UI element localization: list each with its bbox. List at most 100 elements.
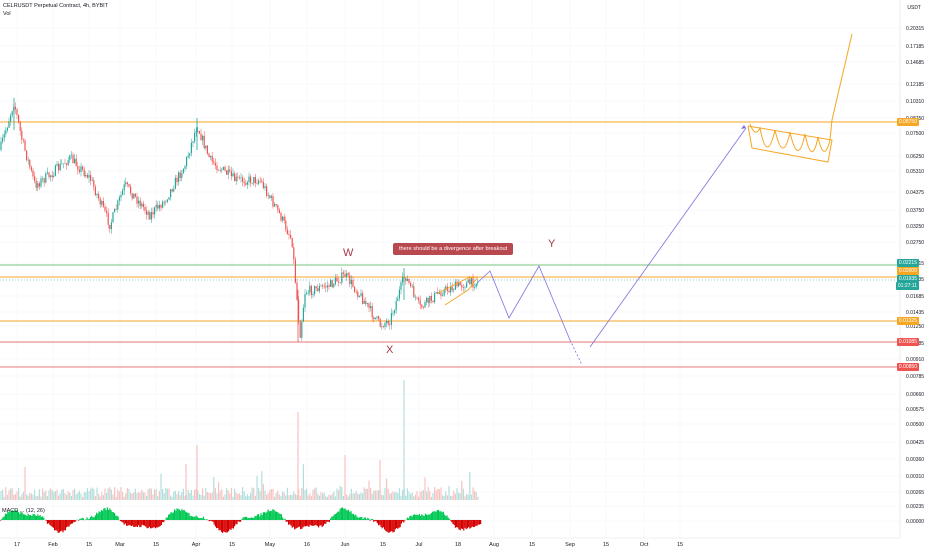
candle-body [285, 220, 287, 230]
price-tick-label: 0.00235 [906, 504, 924, 510]
candle-body [230, 171, 232, 177]
volume-bar [106, 493, 108, 500]
volume-bar [0, 491, 2, 500]
macd-bar [464, 520, 466, 528]
macd-bar [219, 520, 221, 531]
macd-bar [42, 516, 44, 520]
volume-bar [22, 491, 24, 500]
macd-bar [414, 514, 416, 520]
macd-bar [25, 514, 27, 520]
macd-bar [475, 520, 477, 526]
volume-bar [16, 491, 18, 500]
volume-bar [325, 496, 327, 500]
candle-body [427, 297, 429, 303]
candle-body [8, 121, 10, 128]
wave-label-y: Y [548, 238, 556, 250]
macd-bar [364, 517, 366, 520]
candle-body [181, 173, 183, 178]
time-tick-label: 16 [304, 542, 310, 548]
macd-bar [151, 520, 153, 529]
price-tick-label: 0.00575 [906, 407, 924, 413]
candle-body [50, 175, 52, 177]
macd-bar [264, 512, 266, 520]
macd-bar [426, 514, 428, 520]
macd-bar [192, 516, 194, 520]
candle-body [266, 186, 268, 196]
candle-body [32, 170, 34, 177]
macd-bar [463, 520, 465, 531]
macd-bar [432, 511, 434, 520]
candle-body [461, 285, 463, 288]
candle-body [421, 304, 423, 308]
volume-bar [307, 495, 309, 500]
macd-bar [140, 520, 142, 528]
macd-bar [178, 509, 180, 520]
macd-bar [252, 517, 254, 520]
volume-bar [210, 493, 212, 500]
candle-body [166, 199, 168, 202]
macd-bar [352, 513, 354, 520]
macd-bar [327, 520, 329, 522]
candle-body [475, 283, 477, 288]
macd-bar [260, 513, 262, 520]
volume-bar [141, 489, 143, 500]
candle-body [178, 172, 180, 183]
volume-bar [293, 491, 295, 500]
candle-body [240, 177, 242, 179]
candle-body [450, 286, 452, 293]
time-tick-label: 15 [229, 542, 235, 548]
volume-bar [173, 491, 175, 500]
candle-body [398, 289, 400, 299]
volume-bar [251, 487, 253, 500]
candle-body [0, 141, 2, 150]
time-tick-label: 15 [153, 542, 159, 548]
candle-body [26, 150, 28, 161]
macd-bar [166, 517, 168, 520]
wave-label-x: X [386, 344, 394, 356]
macd-bar [217, 520, 219, 529]
candle-body [448, 290, 450, 293]
volume-bar [386, 478, 388, 500]
candle-body [70, 154, 72, 156]
macd-bar [272, 509, 274, 520]
macd-bar [80, 518, 82, 520]
volume-bar [170, 495, 172, 500]
macd-bar [399, 520, 401, 528]
volume-bar [357, 493, 359, 500]
volume-bar [438, 489, 440, 500]
candle-body [278, 209, 280, 213]
candle-body [386, 320, 388, 323]
volume-bar [99, 496, 101, 500]
volume-bar [216, 493, 218, 500]
macd-bar [231, 520, 233, 529]
candle-body [408, 278, 410, 283]
volume-bar [150, 488, 152, 500]
candle-body [395, 300, 397, 311]
macd-bar [300, 520, 302, 530]
candle-body [173, 189, 175, 192]
candle-body [126, 182, 128, 185]
macd-bar [110, 509, 112, 520]
macd-bar [333, 514, 335, 520]
macd-bar [290, 520, 292, 526]
candle-body [363, 301, 365, 304]
macd-bar [28, 515, 30, 520]
volume-bar [43, 491, 45, 500]
volume-bar [416, 490, 418, 500]
candle-body [74, 158, 76, 164]
volume-bar [315, 487, 317, 500]
volume-bar [102, 495, 104, 500]
macd-bar [116, 515, 118, 520]
macd-bar [163, 520, 165, 523]
macd-bar [9, 511, 11, 520]
candle-body [22, 139, 24, 141]
macd-bar [27, 513, 29, 520]
volume-bar [158, 490, 160, 500]
volume-bar [405, 495, 407, 500]
macd-bar [106, 507, 108, 520]
volume-bar [294, 493, 296, 500]
macd-bar [34, 515, 36, 520]
candle-body [99, 198, 101, 205]
volume-bar [410, 494, 412, 500]
